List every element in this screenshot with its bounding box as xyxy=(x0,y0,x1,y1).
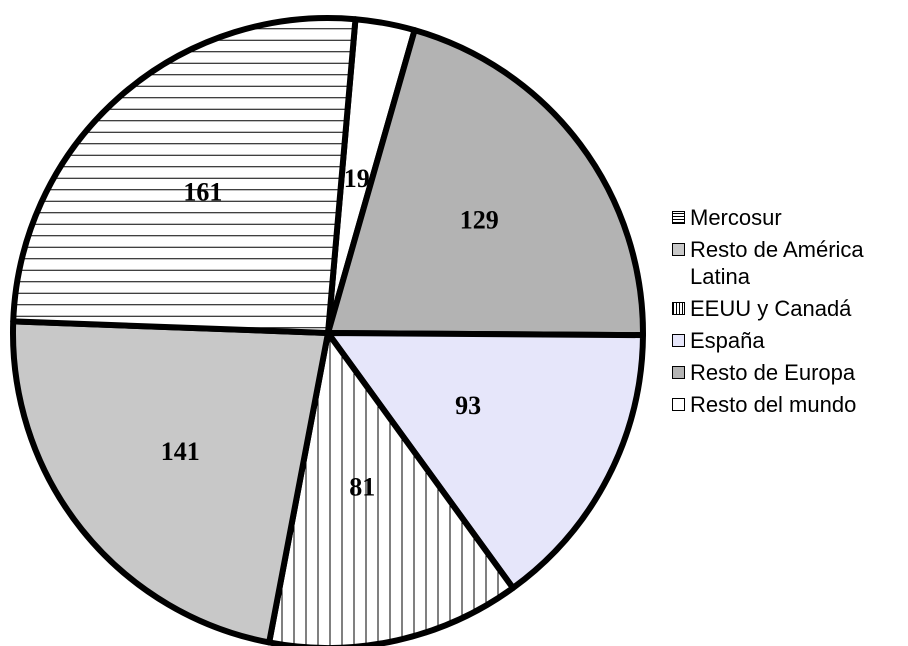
legend-swatch xyxy=(672,366,685,379)
data-label: 81 xyxy=(349,473,375,502)
legend-label: Mercosur xyxy=(690,205,782,230)
pie-data-labels: 19 129 93 81 141 161 xyxy=(161,164,499,502)
legend-label: Resto de América Latina xyxy=(690,237,864,289)
pie-slice-espana xyxy=(325,330,646,591)
legend-swatch xyxy=(672,211,685,224)
legend-swatch xyxy=(672,398,685,411)
legend-swatch xyxy=(672,243,685,256)
data-label: 93 xyxy=(455,391,481,420)
legend-item: Resto de América Latina xyxy=(672,236,904,290)
pie-slices xyxy=(10,15,646,646)
pie-slice-mercosur xyxy=(10,15,359,336)
legend-label: España xyxy=(690,328,765,353)
pie-slice-resto-de-europa xyxy=(325,27,646,339)
legend-label: Resto del mundo xyxy=(690,392,857,417)
data-label: 19 xyxy=(344,164,370,193)
legend-item: España xyxy=(672,327,904,354)
legend-label: Resto de Europa xyxy=(690,360,856,385)
legend-item: Resto de Europa xyxy=(672,359,904,386)
data-label: 141 xyxy=(161,437,200,466)
legend-item: Resto del mundo xyxy=(672,391,904,418)
data-label: 129 xyxy=(460,206,499,235)
legend-swatch xyxy=(672,334,685,347)
legend-label: EEUU y Canadá xyxy=(690,296,852,321)
legend-item: Mercosur xyxy=(672,204,904,231)
data-label: 161 xyxy=(183,177,222,206)
chart-legend: Mercosur Resto de América Latina EEUU y Ca… xyxy=(672,204,904,423)
legend-swatch xyxy=(672,302,685,315)
legend-item: EEUU y Canadá xyxy=(672,295,904,322)
pie-slice-resto-de-america-latina xyxy=(10,318,331,646)
